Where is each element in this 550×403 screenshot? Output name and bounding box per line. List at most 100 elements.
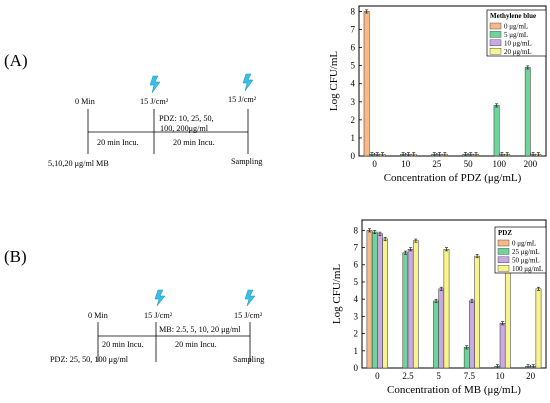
- incubation-label-1: 20 min Incu.: [102, 340, 144, 349]
- bar: [443, 249, 450, 369]
- y-tick-label: 2: [354, 329, 359, 339]
- y-tick-label: 4: [354, 294, 359, 304]
- x-tick-label: 7.5: [464, 371, 476, 381]
- x-tick-label: 5: [436, 371, 441, 381]
- light-dose-label-2: 15 J/cm²: [234, 311, 263, 320]
- y-tick-label: 1: [351, 133, 356, 143]
- x-tick-label: 25: [432, 159, 442, 169]
- y-axis-label: Log CFU/mL: [328, 51, 340, 111]
- lightning-icon: [154, 289, 166, 307]
- lightning-icon: [149, 75, 161, 94]
- legend-title: PDZ: [498, 229, 512, 237]
- legend-swatch: [497, 248, 510, 255]
- bar: [363, 11, 370, 157]
- pretreatment-label: PDZ: 25, 50, 100 μg/ml: [50, 355, 129, 364]
- legend-entry: 0 μg/mL: [512, 240, 536, 248]
- y-tick-label: 5: [354, 277, 359, 287]
- incubation-label-2: 20 min Incu.: [173, 138, 215, 147]
- bar: [407, 249, 414, 369]
- bar: [377, 233, 383, 369]
- x-tick-label: 0: [375, 371, 380, 381]
- y-tick-label: 0: [354, 363, 359, 373]
- x-tick-label: 10: [496, 371, 506, 381]
- timeline-start-label: 0 Min: [75, 97, 95, 106]
- incubation-label-2: 20 min Incu.: [175, 340, 217, 349]
- legend-entry: 10 μg/mL: [504, 39, 532, 47]
- legend-entry: 5 μg/mL: [504, 31, 528, 39]
- bar: [535, 288, 542, 369]
- legend-swatch: [489, 39, 502, 46]
- schematic-a: (A) 0 Min 15 J/cm² 15 J/cm² PDZ: 10, 25,…: [4, 51, 262, 168]
- legend-entry: 100 μg/mL: [512, 265, 543, 273]
- y-axis-label: Log CFU/mL: [331, 264, 343, 324]
- sampling-label: Sampling: [233, 355, 264, 364]
- legend-entry: 20 μg/mL: [504, 48, 532, 56]
- bar: [371, 231, 378, 369]
- plot-frame: [361, 219, 547, 369]
- y-tick-label: 3: [351, 97, 356, 107]
- bar: [433, 300, 439, 369]
- y-tick-label: 6: [351, 43, 356, 53]
- y-tick-label: 4: [351, 79, 356, 89]
- plot-frame: [358, 5, 547, 157]
- y-tick-label: 2: [351, 115, 356, 125]
- drug-dose-label: PDZ: 10, 25, 50,: [159, 114, 214, 123]
- y-tick-label: 8: [351, 6, 356, 16]
- x-tick-label: 2.5: [402, 371, 414, 381]
- drug-dose-label-cont: 100, 200μg/ml: [160, 124, 209, 133]
- sampling-label: Sampling: [231, 157, 262, 166]
- legend-swatch: [489, 22, 502, 30]
- bar: [499, 323, 506, 369]
- x-tick-label: 20: [526, 371, 536, 381]
- light-dose-label-1: 15 J/cm²: [140, 97, 169, 106]
- y-tick-label: 5: [351, 61, 356, 71]
- bar: [493, 105, 500, 157]
- legend-entry: 50 μg/mL: [512, 256, 540, 264]
- y-tick-label: 7: [354, 243, 359, 253]
- legend-entry: 0 μg/mL: [504, 23, 528, 31]
- drug-dose-label: MB: 2.5, 5, 10, 20 μg/ml: [159, 325, 241, 334]
- incubation-label-1: 20 min Incu.: [97, 138, 139, 147]
- x-tick-label: 200: [524, 159, 538, 169]
- bar: [524, 67, 531, 157]
- y-tick-label: 8: [354, 225, 359, 235]
- legend-swatch: [489, 31, 502, 38]
- y-tick-label: 1: [354, 346, 359, 356]
- light-dose-label-2: 15 J/cm²: [228, 95, 257, 104]
- x-tick-label: 100: [493, 159, 507, 169]
- x-tick-label: 50: [464, 159, 474, 169]
- x-tick-label: 10: [401, 159, 411, 169]
- legend-swatch: [489, 48, 502, 55]
- legend-swatch: [497, 256, 510, 263]
- bar: [474, 255, 481, 369]
- legend-swatch: [497, 239, 510, 247]
- panel-label-a: (A): [4, 51, 28, 70]
- panel-label-b: (B): [4, 247, 27, 266]
- bar: [469, 300, 475, 369]
- timeline-start-label: 0 Min: [88, 311, 108, 320]
- schematic-b: (B) 0 Min 15 J/cm² 15 J/cm² MB: 2.5, 5, …: [4, 247, 264, 364]
- legend-title: Methylene blue: [490, 12, 536, 20]
- bar: [463, 347, 470, 369]
- legend-swatch: [497, 265, 510, 272]
- y-tick-label: 7: [351, 24, 356, 34]
- bar: [382, 238, 389, 369]
- light-dose-label-1: 15 J/cm²: [144, 311, 173, 320]
- y-tick-label: 0: [351, 151, 356, 161]
- y-tick-label: 6: [354, 260, 359, 270]
- lightning-icon: [242, 73, 254, 92]
- bar: [402, 252, 409, 369]
- pretreatment-label: 5,10,20 μg/ml MB: [48, 159, 109, 168]
- chart-mb: 0 1 2 3 4 5 6 7 8 0 2.5 5 7.5 10 20 Concentration of MB…: [331, 219, 547, 396]
- bar: [366, 230, 373, 369]
- x-axis-label: Concentration of PDZ (μg/mL): [384, 172, 522, 184]
- y-tick-label: 3: [354, 311, 359, 321]
- legend-entry: 25 μg/mL: [512, 248, 540, 256]
- x-axis-label: Concentration of MB (μg/mL): [387, 384, 521, 396]
- bar: [504, 267, 511, 369]
- lightning-icon: [244, 289, 256, 307]
